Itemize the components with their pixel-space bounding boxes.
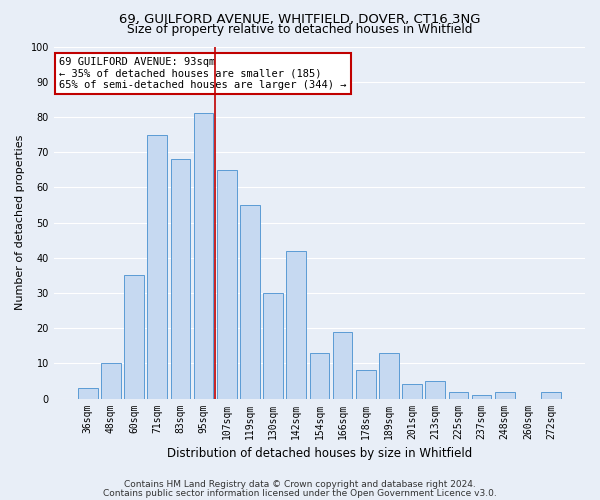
Bar <box>263 293 283 399</box>
Bar <box>194 114 214 399</box>
Text: Size of property relative to detached houses in Whitfield: Size of property relative to detached ho… <box>127 22 473 36</box>
Bar <box>425 381 445 398</box>
X-axis label: Distribution of detached houses by size in Whitfield: Distribution of detached houses by size … <box>167 447 472 460</box>
Bar <box>449 392 468 398</box>
Bar <box>78 388 98 398</box>
Bar <box>333 332 352 398</box>
Text: Contains public sector information licensed under the Open Government Licence v3: Contains public sector information licen… <box>103 488 497 498</box>
Bar <box>541 392 561 398</box>
Text: Contains HM Land Registry data © Crown copyright and database right 2024.: Contains HM Land Registry data © Crown c… <box>124 480 476 489</box>
Text: 69 GUILFORD AVENUE: 93sqm
← 35% of detached houses are smaller (185)
65% of semi: 69 GUILFORD AVENUE: 93sqm ← 35% of detac… <box>59 57 347 90</box>
Bar <box>240 205 260 398</box>
Bar <box>402 384 422 398</box>
Bar <box>217 170 236 398</box>
Y-axis label: Number of detached properties: Number of detached properties <box>15 135 25 310</box>
Bar <box>472 395 491 398</box>
Bar <box>101 364 121 398</box>
Bar <box>310 353 329 399</box>
Bar <box>495 392 515 398</box>
Text: 69, GUILFORD AVENUE, WHITFIELD, DOVER, CT16 3NG: 69, GUILFORD AVENUE, WHITFIELD, DOVER, C… <box>119 12 481 26</box>
Bar <box>148 134 167 398</box>
Bar <box>356 370 376 398</box>
Bar <box>124 276 144 398</box>
Bar <box>170 159 190 398</box>
Bar <box>379 353 399 399</box>
Bar <box>286 250 306 398</box>
